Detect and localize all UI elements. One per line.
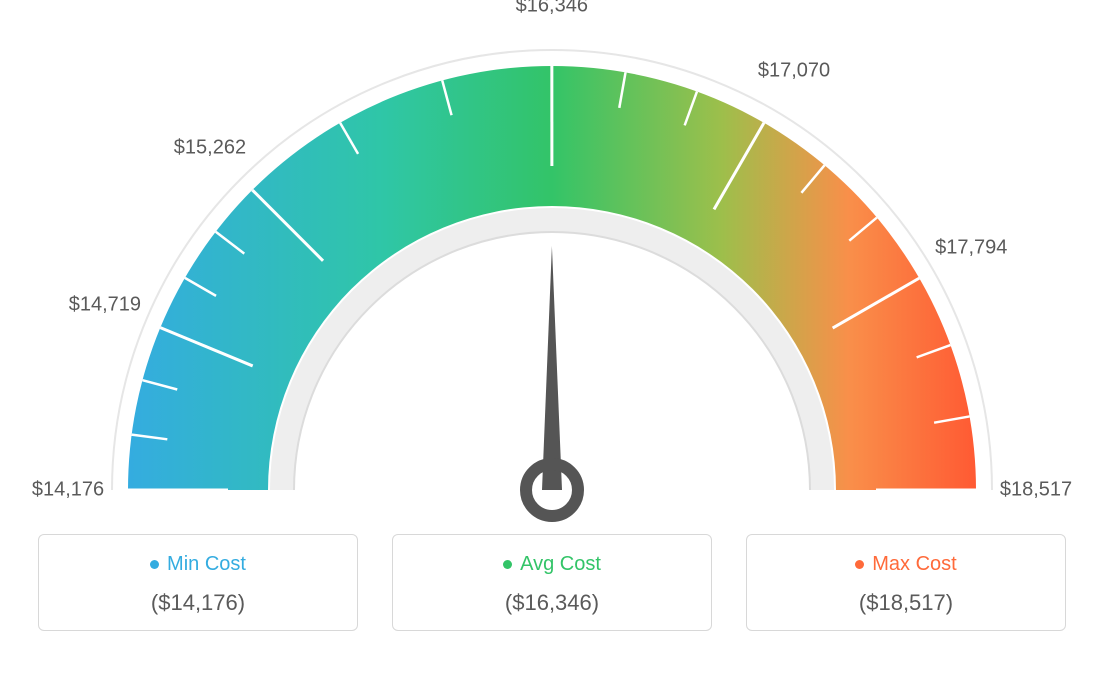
max-dot-icon [855, 560, 864, 569]
min-dot-icon [150, 560, 159, 569]
gauge-chart: $14,176 $14,719 $15,262 $16,346 $17,070 $17,7… [0, 0, 1104, 540]
gauge-tick-label: $18,517 [1000, 479, 1072, 502]
avg-cost-label: Avg Cost [520, 553, 601, 576]
gauge-tick-label: $16,346 [516, 0, 588, 18]
gauge-tick-label: $17,070 [758, 59, 830, 82]
min-cost-value: ($14,176) [49, 590, 347, 616]
gauge-svg [0, 0, 1104, 540]
gauge-tick-label: $14,176 [32, 479, 104, 502]
max-cost-card: Max Cost ($18,517) [746, 534, 1066, 631]
avg-cost-value: ($16,346) [403, 590, 701, 616]
min-cost-label: Min Cost [167, 553, 246, 576]
max-cost-title: Max Cost [855, 553, 956, 576]
gauge-tick-label: $14,719 [69, 293, 141, 316]
max-cost-label: Max Cost [872, 553, 956, 576]
max-cost-value: ($18,517) [757, 590, 1055, 616]
min-cost-title: Min Cost [150, 553, 246, 576]
min-cost-card: Min Cost ($14,176) [38, 534, 358, 631]
chart-root: $14,176 $14,719 $15,262 $16,346 $17,070 $17,7… [0, 0, 1104, 690]
gauge-tick-label: $17,794 [935, 237, 1007, 260]
avg-cost-title: Avg Cost [503, 553, 601, 576]
gauge-tick-label: $15,262 [174, 136, 246, 159]
avg-dot-icon [503, 560, 512, 569]
avg-cost-card: Avg Cost ($16,346) [392, 534, 712, 631]
summary-cards-row: Min Cost ($14,176) Avg Cost ($16,346) Ma… [0, 534, 1104, 631]
